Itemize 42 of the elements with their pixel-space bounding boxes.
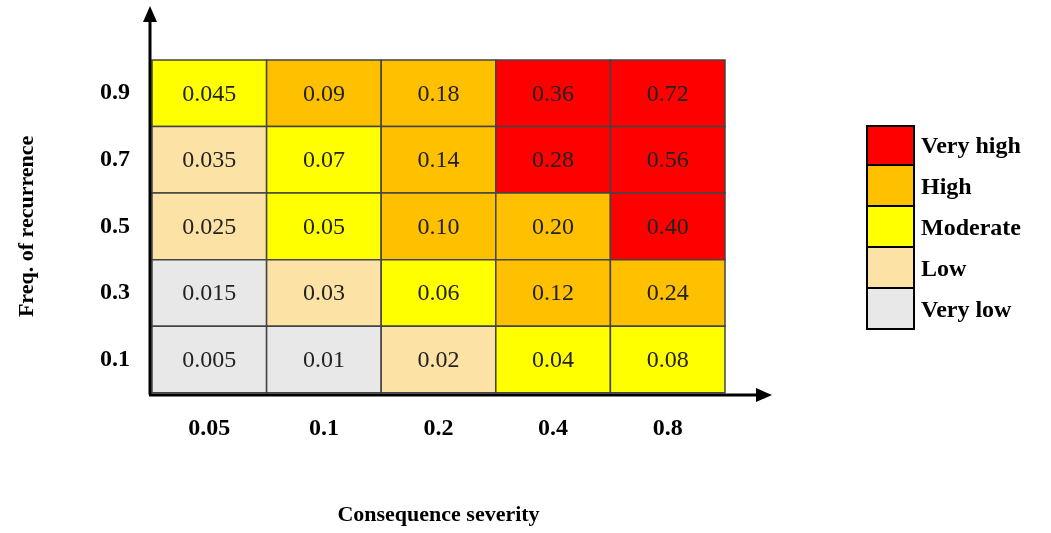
data-label: 0.045 (182, 79, 237, 106)
data-label: 0.72 (646, 79, 689, 106)
data-label: 0.14 (417, 146, 460, 173)
y-tick-label: 0.3 (100, 278, 130, 305)
data-label: 0.12 (532, 279, 575, 306)
data-label: 0.36 (532, 79, 575, 106)
y-tick-label: 0.7 (100, 145, 130, 172)
data-label: 0.40 (646, 212, 689, 239)
data-label: 0.05 (302, 212, 345, 239)
y-tick-label: 0.5 (100, 211, 130, 238)
x-tick-label: 0.2 (423, 414, 454, 441)
data-label: 0.08 (646, 345, 689, 372)
data-label: 0.02 (417, 345, 460, 372)
data-label: 0.07 (302, 146, 345, 173)
text: High (921, 173, 972, 200)
text: Moderate (921, 214, 1021, 241)
data-label: 0.24 (646, 279, 689, 306)
data-label: 0.03 (302, 279, 345, 306)
text: Very high (921, 132, 1021, 159)
data-label: 0.56 (646, 146, 689, 173)
data-label: 0.035 (182, 146, 237, 173)
data-label: 0.015 (182, 279, 237, 306)
data-label: 0.01 (302, 345, 345, 372)
data-label: 0.28 (532, 146, 575, 173)
data-label: 0.005 (182, 345, 237, 372)
text: Very low (921, 296, 1012, 323)
data-label: 0.025 (182, 212, 237, 239)
data-label: 0.20 (532, 212, 575, 239)
x-axis-title: Consequence severity (337, 501, 540, 527)
x-tick-label: 0.8 (652, 414, 683, 441)
data-label: 0.10 (417, 212, 460, 239)
text: Low (921, 255, 967, 282)
x-tick-label: 0.1 (308, 414, 339, 441)
x-tick-label: 0.4 (538, 414, 569, 441)
data-label: 0.06 (417, 279, 460, 306)
data-label: 0.04 (532, 345, 575, 372)
data-label: 0.18 (417, 79, 460, 106)
x-tick-label: 0.05 (188, 414, 231, 441)
y-tick-label: 0.1 (100, 344, 130, 371)
y-axis-title: Freq. of recurrence (12, 135, 38, 318)
y-tick-label: 0.9 (100, 78, 130, 105)
data-label: 0.09 (302, 79, 345, 106)
